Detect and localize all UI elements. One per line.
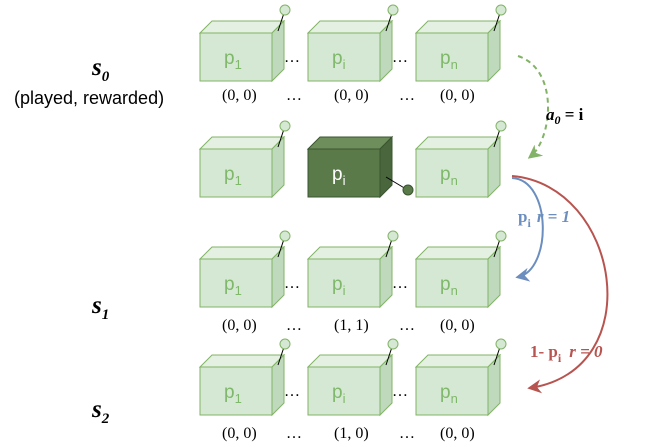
arm-label-sub: 1 — [235, 283, 242, 298]
arm-label-sub: i — [343, 283, 346, 298]
arm-label: p1 — [224, 382, 242, 406]
tuple-s1-first: (0, 0) — [222, 317, 257, 334]
arm-label-base: p — [440, 164, 451, 185]
arm-label: p1 — [224, 164, 242, 188]
success-label: pi r = 1 — [518, 207, 570, 230]
action-label: a0 = i — [546, 105, 584, 127]
arm-label-base: p — [440, 274, 451, 295]
arm-label-base: p — [224, 382, 235, 403]
arm-label-base: p — [332, 164, 343, 185]
lever-icon — [385, 338, 399, 366]
arm-label-base: p — [440, 48, 451, 69]
arm-label-sub: n — [451, 173, 458, 188]
arm-label-base: p — [332, 382, 343, 403]
box-separator: … — [392, 49, 408, 66]
lever-icon — [493, 338, 507, 366]
tuple-s0-middle: (0, 0) — [334, 87, 369, 104]
lever-icon — [385, 230, 399, 258]
separator-s0-b: … — [399, 87, 415, 104]
arm-row-s0: p1… pi… pn — [198, 4, 507, 83]
arm-label: pi — [332, 382, 346, 406]
arm-row-s1: p1… pi… pn — [198, 230, 507, 309]
arm-label: pn — [440, 274, 458, 298]
arm-label: pn — [440, 382, 458, 406]
arm-label: pi — [332, 164, 346, 188]
arm-label: p1 — [224, 274, 242, 298]
box-separator: … — [284, 383, 300, 400]
failure-arrow — [511, 175, 609, 394]
arm-label-base: p — [224, 164, 235, 185]
state-note-s0: (played, rewarded) — [14, 88, 164, 108]
tuple-s0-first: (0, 0) — [222, 87, 257, 104]
arm-label: pn — [440, 48, 458, 72]
box-separator: … — [284, 275, 300, 292]
arm-label-sub: n — [451, 57, 458, 72]
arm-label: p1 — [224, 48, 242, 72]
arm-label: pi — [332, 274, 346, 298]
arm-label: pi — [332, 48, 346, 72]
box-separator: … — [284, 49, 300, 66]
separator-s2-b: … — [399, 425, 415, 442]
separator-s1-b: … — [399, 317, 415, 334]
arm-row-s2: p1… pi… pn — [198, 338, 507, 417]
arm-box-middle: pi — [306, 135, 414, 199]
tuple-s2-middle: (1, 0) — [334, 425, 369, 442]
arm-label-sub: i — [343, 173, 346, 188]
success-arrow — [511, 177, 544, 282]
arm-label-base: p — [440, 382, 451, 403]
tuple-s1-last: (0, 0) — [440, 317, 475, 334]
arm-box-first: p1 — [198, 230, 291, 309]
arm-label-sub: i — [343, 57, 346, 72]
box-separator: … — [392, 275, 408, 292]
arm-label-base: p — [224, 274, 235, 295]
arm-box-last: pn — [414, 338, 507, 417]
arm-label-sub: 1 — [235, 57, 242, 72]
arm-box-first: p1 — [198, 120, 291, 199]
state-label-s2: s2 — [91, 396, 110, 427]
lever-icon — [493, 120, 507, 148]
arm-box-middle: pi — [306, 338, 399, 417]
arm-label-sub: n — [451, 283, 458, 298]
state-tuples: (0, 0) … (0, 0) … (0, 0) (0, 0) … (1, 1)… — [222, 87, 475, 442]
separator-s0-a: … — [286, 87, 302, 104]
arm-label-sub: i — [343, 391, 346, 406]
arm-box-middle: pi — [306, 4, 399, 83]
arm-box-first: p1 — [198, 4, 291, 83]
lever-icon — [277, 120, 291, 148]
arm-box-middle: pi — [306, 230, 399, 309]
tuple-s1-middle: (1, 1) — [334, 317, 369, 334]
lever-icon — [385, 4, 399, 32]
separator-s2-a: … — [286, 425, 302, 442]
arm-label-sub: 1 — [235, 391, 242, 406]
arm-box-first: p1 — [198, 338, 291, 417]
failure-label: 1- pi r = 0 — [530, 342, 603, 365]
arm-box-last: pn — [414, 120, 507, 199]
lever-icon — [277, 338, 291, 366]
arm-label-base: p — [332, 48, 343, 69]
lever-icon — [277, 4, 291, 32]
action-arrow — [517, 55, 549, 159]
state-label-s1: s1 — [91, 292, 109, 323]
lever-icon — [277, 230, 291, 258]
arm-box-last: pn — [414, 230, 507, 309]
lever-icon — [493, 4, 507, 32]
lever-icon — [385, 176, 414, 196]
tuple-s2-last: (0, 0) — [440, 425, 475, 442]
arm-label-sub: n — [451, 391, 458, 406]
arm-row-played: p1 pi pn — [198, 120, 507, 199]
arm-label-sub: 1 — [235, 173, 242, 188]
arm-box-last: pn — [414, 4, 507, 83]
lever-icon — [493, 230, 507, 258]
tuple-s2-first: (0, 0) — [222, 425, 257, 442]
state-label-s0: s0 — [91, 54, 110, 85]
separator-s1-a: … — [286, 317, 302, 334]
arm-label: pn — [440, 164, 458, 188]
tuple-s0-last: (0, 0) — [440, 87, 475, 104]
box-separator: … — [392, 383, 408, 400]
arm-label-base: p — [224, 48, 235, 69]
arm-label-base: p — [332, 274, 343, 295]
